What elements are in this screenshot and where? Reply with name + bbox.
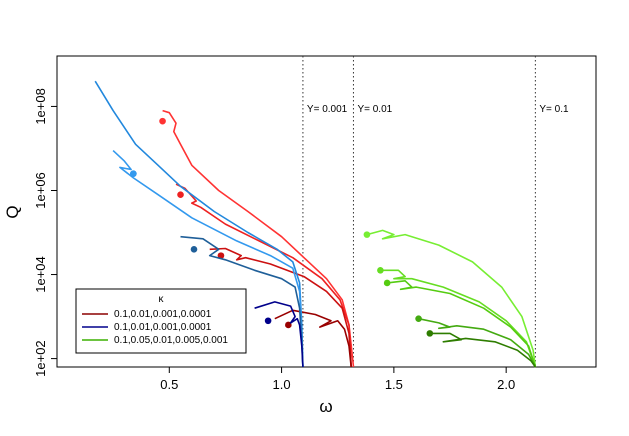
series-start-point-11 [383,279,391,287]
y-axis-title: Q [3,205,22,218]
series-8 [254,301,304,368]
legend-title: κ [159,294,165,305]
series-line-9 [366,229,537,368]
y-axis: 1e+02 1e+04 1e+06 1e+08 [33,88,57,377]
series-start-point-10 [377,267,384,274]
legend-entry-1: 0.1,0.01,0.001,0.0001 [114,309,212,320]
x-tick-label-4: 2.0 [497,377,515,392]
y-tick-label-3: 1e+06 [33,172,48,209]
series-line-12 [418,317,537,368]
legend-entry-2: 0.1,0.01,0.001,0.0001 [114,322,212,333]
series-line-13 [429,332,537,368]
vertical-line-label-2: Y= 0.01 [357,104,392,115]
series-line-8 [254,301,304,368]
series-line-1 [162,109,355,368]
series-line-4 [274,309,352,368]
series-start-point-6 [130,170,137,177]
series-start-point-2 [177,191,184,198]
series-line-2 [175,183,352,368]
vertical-line-label-3: Y= 0.1 [539,104,569,115]
series-12 [415,315,537,368]
series-start-point-13 [426,330,434,337]
series-start-point-1 [159,117,166,125]
series-start-point-8 [264,317,272,325]
series-1 [159,109,355,368]
series-start-point-3 [217,252,225,259]
legend-box [75,288,247,354]
series-6 [112,150,304,368]
series-line-3 [209,247,352,368]
x-tick-label-2: 1.0 [273,377,291,392]
series-line-6 [112,150,304,368]
y-tick-label-4: 1e+08 [33,88,48,125]
x-tick-label-1: 0.5 [160,377,178,392]
series-2 [175,183,352,368]
vertical-reference-lines: Y= 0.001 Y= 0.01 Y= 0.1 [302,56,569,367]
plot-border [56,55,597,368]
series-9 [363,229,537,368]
series-7 [180,235,304,368]
x-axis-title: ω [319,397,332,416]
legend-entry-3: 0.1,0.05,0.01,0.005,0.001 [114,335,228,346]
y-tick-label-1: 1e+02 [33,340,48,377]
series-13 [426,330,537,368]
legend: κ 0.1,0.01,0.001,0.0001 0.1,0.01,0.001,0.0… [75,288,247,354]
series-11 [383,279,537,368]
series-line-10 [380,269,537,368]
series-4 [274,309,352,368]
series-start-point-9 [363,231,371,238]
x-tick-label-3: 1.5 [385,377,403,392]
series-line-11 [387,279,537,368]
series-3 [209,247,352,368]
series-start-point-12 [415,315,422,322]
x-axis: 0.5 1.0 1.5 2.0 [160,367,515,392]
series-10 [377,267,537,368]
plot-frame [56,55,597,368]
vertical-line-label-1: Y= 0.001 [307,104,348,115]
series-start-point-7 [190,246,198,253]
y-tick-label-2: 1e+04 [33,256,48,293]
series-layer [94,80,537,368]
series-line-7 [180,235,304,368]
